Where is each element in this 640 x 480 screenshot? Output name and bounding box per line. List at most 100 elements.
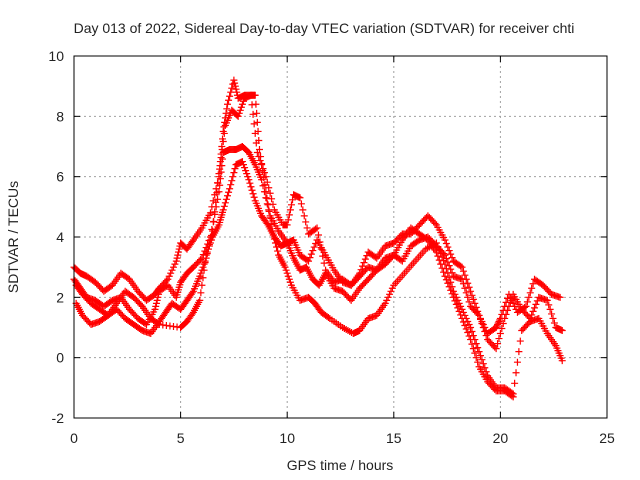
data-point [235,109,243,117]
data-point [511,379,519,387]
data-point [172,257,180,265]
data-point [468,328,476,336]
data-point [215,170,223,178]
data-point [371,268,379,276]
data-point [231,79,239,87]
data-point [506,298,514,306]
data-point [285,275,293,283]
data-point [384,293,392,301]
data-point [243,170,251,178]
data-point [459,267,467,275]
data-point [545,301,553,309]
data-point [494,340,502,348]
y-tick-label: 4 [56,229,64,245]
data-point [437,260,445,268]
data-point [457,262,465,270]
data-point [523,298,531,306]
data-point [504,306,512,314]
data-point [305,257,313,265]
data-point [250,193,258,201]
data-point [461,321,469,329]
data-point [234,112,242,120]
ticks-layer [73,55,608,419]
data-point [249,110,257,118]
data-point [198,281,206,289]
data-point [459,318,467,326]
data-point [300,212,308,220]
data-point [220,123,228,131]
data-point [216,175,224,183]
data-point [265,207,273,215]
data-point [532,300,540,308]
data-point [475,348,483,356]
data-point [265,184,273,192]
data-point [442,240,450,248]
data-point [204,245,212,253]
data-point [210,217,218,225]
data-point [468,340,476,348]
data-point [312,225,320,233]
data-point [200,266,208,274]
data-point [237,103,245,111]
data-point [468,291,476,299]
marks-layer [70,76,566,401]
data-point [528,311,536,319]
data-point [448,290,456,298]
data-point [238,158,246,166]
data-point [558,357,566,365]
series-1 [70,76,564,338]
data-point [284,216,292,224]
data-point [467,287,475,295]
data-point [360,259,368,267]
data-point [479,324,487,331]
data-point [228,84,236,92]
data-point [491,343,499,351]
data-point [478,356,486,364]
data-point [447,250,455,258]
data-point [432,239,440,247]
data-point [283,221,291,229]
data-point [457,311,465,319]
data-point [241,164,249,172]
data-point [155,290,163,298]
data-point [499,319,507,327]
data-point [458,263,466,271]
data-point [229,173,237,181]
data-point [286,278,294,286]
data-point [528,284,536,292]
data-point [208,236,216,244]
chart-title: Day 013 of 2022, Sidereal Day-to-day VTE… [74,20,575,36]
data-point [465,320,473,328]
data-point [197,269,205,277]
data-point [526,289,534,297]
data-point [151,305,159,313]
data-point [474,310,482,318]
data-point [231,82,239,90]
data-point [168,266,176,274]
data-point [169,263,177,271]
data-point [515,348,523,356]
data-point [314,231,322,239]
data-point [432,248,440,256]
data-point [262,188,270,196]
data-point [188,289,196,297]
data-point [447,286,455,294]
data-point [174,251,182,259]
y-tick-label: 8 [56,108,64,124]
data-point [245,176,253,184]
data-point [440,268,448,276]
data-point [324,313,332,321]
data-point [386,290,394,298]
y-tick-label: 10 [48,48,64,64]
data-point [303,224,311,232]
series-3 [72,91,566,398]
data-point [469,295,477,303]
data-point [299,206,307,214]
data-point [196,272,204,280]
data-point [266,214,274,222]
data-point [223,105,231,113]
data-point [309,247,317,255]
data-point [254,127,262,135]
data-point [550,319,558,327]
data-point [227,88,235,96]
